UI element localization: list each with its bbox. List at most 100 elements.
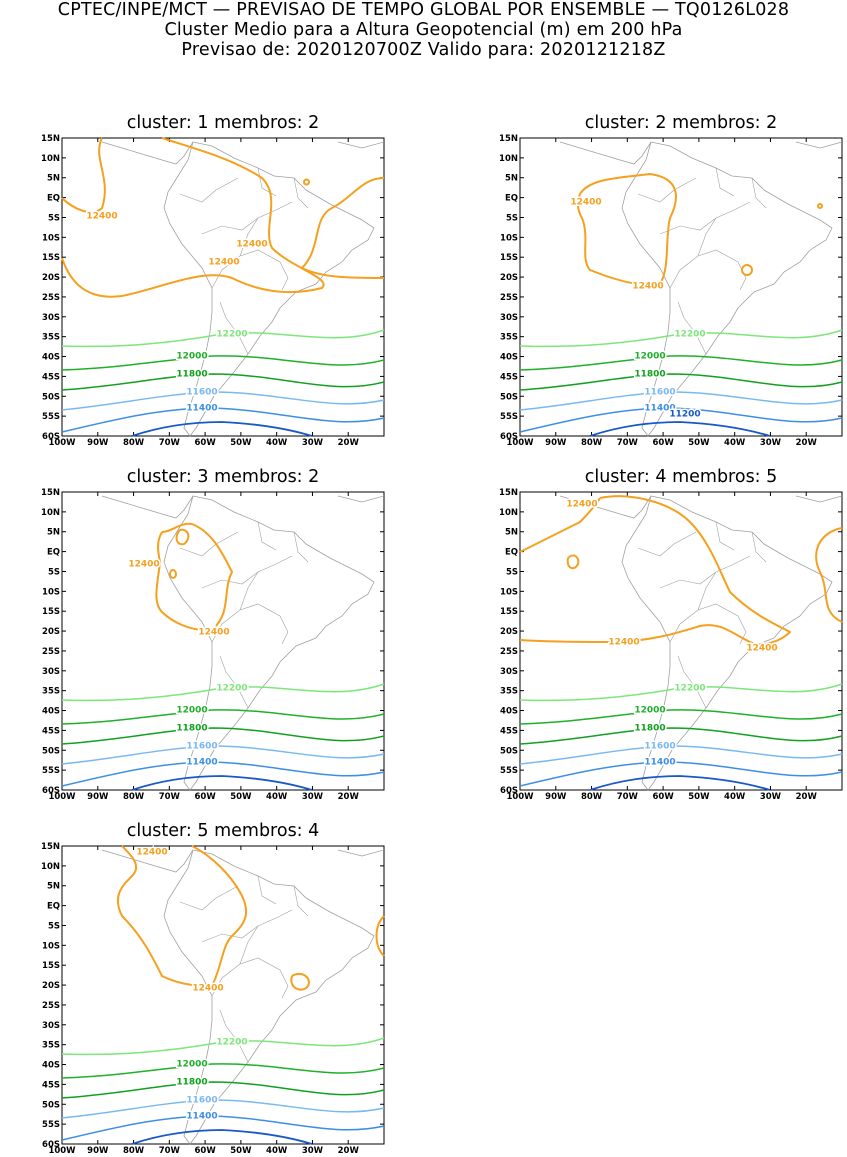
lat-label: 20S [500, 273, 518, 283]
lat-label: 55S [42, 1120, 60, 1130]
africa-coastline [795, 495, 843, 503]
country-border [677, 301, 707, 355]
label-11800: 11800 [176, 724, 207, 734]
contour-11600 [519, 745, 843, 765]
country-border [637, 177, 697, 203]
lat-label: 50S [500, 746, 518, 756]
header-title: CPTEC/INPE/MCT — PREVISAO DE TEMPO GLOBA… [57, 0, 790, 20]
lon-label: 100W [506, 438, 534, 448]
lon-label: 30W [302, 792, 324, 802]
lon-label: 100W [48, 792, 76, 802]
country-border [201, 217, 259, 235]
lon-label: 90W [87, 1146, 109, 1156]
central-america-coastline [559, 495, 652, 519]
contour-12000 [519, 355, 843, 371]
map-panel-cluster-4: 15N 10N 5N EQ 5S 10S 15S 20S 25S 30S 35S 40S 45S 50S 5… [486, 488, 843, 802]
lat-label: 15N [41, 134, 60, 144]
country-border [219, 1009, 249, 1063]
label-12400: 12400 [192, 984, 223, 994]
lon-label: 60W [653, 792, 675, 802]
lat-label: 5N [47, 528, 60, 538]
country-border [659, 571, 717, 589]
country-border [201, 571, 259, 589]
lon-label: 60W [195, 792, 217, 802]
lon-label: 50W [230, 1146, 252, 1156]
contour-12400 [175, 528, 190, 546]
label-12000: 12000 [634, 352, 665, 362]
lat-label: 35S [500, 333, 518, 343]
map-panel-cluster-3: 15N 10N 5N EQ 5S 10S 15S 20S 25S 30S 35S 40S 45S 50S 5… [28, 488, 385, 802]
lat-label: EQ [505, 194, 518, 204]
label-12000: 12000 [634, 706, 665, 716]
label-11800: 11800 [176, 1078, 207, 1088]
lon-label: 80W [123, 1146, 145, 1156]
southern-contours: 12200 12000 11800 11600 11400 [519, 682, 843, 791]
country-border [669, 603, 747, 645]
lat-label: EQ [47, 548, 60, 558]
country-border [677, 655, 707, 709]
panel-2-title: cluster: 2 membros: 2 [584, 113, 778, 133]
contour-11800 [519, 373, 843, 391]
lon-label: 100W [48, 1146, 76, 1156]
country-border [715, 167, 735, 197]
africa-coastline [337, 495, 385, 503]
map-svg: 15N 10N 5N EQ 5S 10S 15S 20S 25S 30S 35S 40S 45S 50S 5… [499, 488, 843, 802]
lat-label: 30S [500, 313, 518, 323]
lat-label: 25S [42, 293, 60, 303]
lon-label: 70W [159, 1146, 181, 1156]
lat-label: 20S [42, 627, 60, 637]
contour-12200 [61, 683, 385, 702]
label-11600: 11600 [644, 742, 675, 752]
south-america-coastline [163, 141, 375, 437]
lat-label: 15S [500, 607, 518, 617]
lat-label: 60S [500, 432, 518, 442]
map-frame [519, 137, 843, 437]
contour-12400 [61, 137, 325, 298]
contour-12200 [519, 683, 843, 702]
contour-12400 [116, 845, 248, 987]
lat-label: 10N [41, 862, 60, 872]
country-border [211, 603, 289, 645]
contour-11400 [519, 407, 843, 433]
lon-label: 70W [617, 792, 639, 802]
lat-label: 15N [41, 488, 60, 498]
contour-11600 [61, 1099, 385, 1119]
lon-label: 90W [87, 792, 109, 802]
contour-12200 [61, 329, 385, 348]
label-11600: 11600 [186, 1096, 217, 1106]
lon-label: 40W [724, 438, 746, 448]
contour-12200 [61, 1037, 385, 1056]
label-11600: 11600 [186, 742, 217, 752]
africa-coastline [337, 141, 385, 149]
country-border [293, 531, 309, 563]
lat-label: 55S [42, 412, 60, 422]
label-12400: 12400 [746, 644, 777, 654]
label-12000: 12000 [176, 352, 207, 362]
label-12200: 12200 [216, 330, 247, 340]
lon-label: 40W [266, 792, 288, 802]
map-panel-cluster-2: 15N 10N 5N EQ 5S 10S 15S 20S 25S 30S 35S 40S 45S 50S 5… [486, 134, 843, 448]
contour-11200 [131, 775, 313, 791]
label-12200: 12200 [674, 684, 705, 694]
country-border [637, 531, 697, 557]
central-america-coastline [101, 141, 194, 165]
southern-contours: 12200 12000 11800 11600 11400 [61, 682, 385, 791]
contour-12000 [61, 355, 385, 371]
label-12400: 12400 [86, 212, 117, 222]
country-border [257, 521, 277, 551]
south-america-coastline [163, 849, 375, 1145]
lon-label: 60W [653, 438, 675, 448]
country-border [293, 885, 309, 917]
country-border [751, 177, 767, 209]
lat-label: 45S [500, 372, 518, 382]
label-11600: 11600 [644, 388, 675, 398]
lat-label: 55S [500, 766, 518, 776]
lon-label: 70W [159, 792, 181, 802]
label-12200: 12200 [216, 1038, 247, 1048]
lat-label: 45S [42, 726, 60, 736]
lon-label: 20W [338, 792, 360, 802]
label-11800: 11800 [176, 370, 207, 380]
country-border [179, 531, 239, 557]
lat-label: 50S [42, 746, 60, 756]
lat-label: 45S [42, 1080, 60, 1090]
